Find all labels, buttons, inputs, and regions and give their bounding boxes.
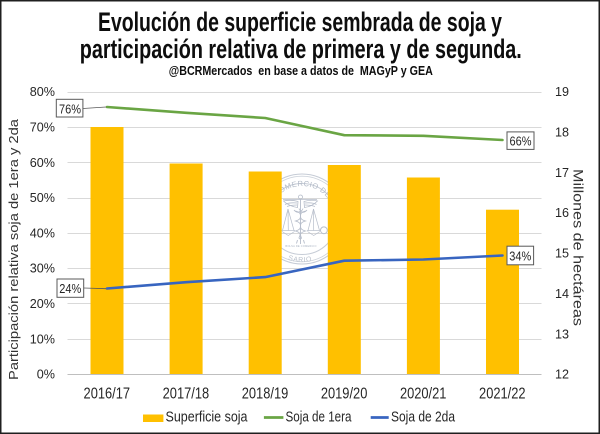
- svg-text:16: 16: [555, 206, 569, 220]
- svg-text:Millones de hectáreas: Millones de hectáreas: [571, 169, 586, 326]
- svg-text:@BCRMercados en base a datos: @BCRMercados en base a datos de MAGyP y …: [169, 63, 434, 78]
- svg-text:Participación relativa soja de: Participación relativa soja de 1era y 2d…: [6, 118, 21, 380]
- svg-text:66%: 66%: [510, 134, 532, 148]
- svg-text:13: 13: [555, 327, 569, 341]
- svg-text:30%: 30%: [30, 262, 55, 276]
- svg-text:2018/19: 2018/19: [242, 386, 289, 403]
- svg-text:80%: 80%: [30, 85, 55, 99]
- svg-text:14: 14: [555, 287, 569, 301]
- svg-text:15: 15: [555, 247, 569, 261]
- svg-text:70%: 70%: [30, 121, 55, 135]
- svg-text:17: 17: [555, 166, 569, 180]
- svg-text:12: 12: [555, 368, 569, 382]
- svg-text:60%: 60%: [30, 156, 55, 170]
- svg-text:10%: 10%: [30, 332, 55, 346]
- svg-text:19: 19: [555, 85, 569, 99]
- svg-text:Soja de 1era: Soja de 1era: [286, 409, 352, 426]
- svg-text:Superficie soja: Superficie soja: [166, 409, 249, 426]
- svg-text:BOLSA DE COMERCIO: BOLSA DE COMERCIO: [285, 244, 316, 248]
- svg-text:76%: 76%: [59, 102, 81, 116]
- svg-text:Evolución de superficie sembra: Evolución de superficie sembrada de soja…: [98, 7, 502, 37]
- svg-text:2016/17: 2016/17: [84, 386, 131, 403]
- svg-text:0%: 0%: [37, 368, 55, 382]
- svg-text:Soja de 2da: Soja de 2da: [391, 409, 456, 426]
- svg-text:participación relativa de prim: participación relativa de primera y de s…: [80, 34, 522, 64]
- svg-text:2021/22: 2021/22: [479, 386, 526, 403]
- svg-text:2020/21: 2020/21: [400, 386, 447, 403]
- svg-text:34%: 34%: [509, 249, 531, 263]
- svg-text:40%: 40%: [30, 226, 55, 240]
- svg-text:2017/18: 2017/18: [163, 386, 210, 403]
- svg-text:2019/20: 2019/20: [321, 386, 368, 403]
- svg-text:20%: 20%: [30, 297, 55, 311]
- svg-text:50%: 50%: [30, 191, 55, 205]
- svg-text:SARIO: SARIO: [287, 255, 312, 264]
- svg-text:18: 18: [555, 126, 569, 140]
- svg-text:24%: 24%: [59, 282, 81, 296]
